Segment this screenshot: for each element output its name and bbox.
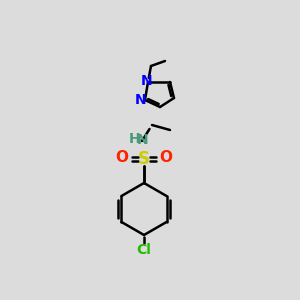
- Text: H: H: [129, 132, 141, 146]
- Text: N: N: [137, 133, 149, 147]
- Text: Cl: Cl: [136, 243, 152, 257]
- Text: N: N: [141, 74, 153, 88]
- Text: O: O: [160, 151, 172, 166]
- Text: O: O: [116, 151, 128, 166]
- Text: S: S: [138, 150, 150, 168]
- Text: N: N: [135, 93, 147, 107]
